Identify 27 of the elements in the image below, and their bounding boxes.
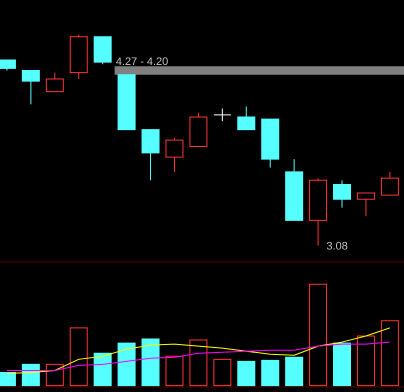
bar — [46, 364, 64, 386]
candlestick — [380, 171, 399, 196]
bar — [309, 284, 328, 386]
candlestick — [356, 192, 375, 217]
bar — [261, 360, 280, 386]
bar — [333, 342, 352, 386]
annotation: 3.08 — [326, 242, 348, 250]
bar — [142, 338, 160, 386]
bar — [213, 358, 232, 386]
candlestick — [142, 129, 160, 181]
candlestick — [213, 108, 232, 122]
bar — [70, 327, 88, 386]
bar — [380, 320, 399, 386]
bar — [94, 352, 112, 386]
candlestick — [165, 138, 184, 172]
candlestick — [22, 70, 40, 105]
bar — [118, 342, 136, 386]
candlestick — [333, 180, 352, 208]
candlestick — [237, 106, 256, 130]
bar — [285, 356, 304, 386]
bar — [237, 360, 256, 386]
bar — [356, 335, 375, 386]
bar — [22, 364, 40, 386]
bar — [189, 340, 208, 386]
bar — [165, 356, 184, 386]
candlestick — [46, 72, 64, 92]
band-label: 4.27 - 4.20 — [116, 57, 168, 66]
